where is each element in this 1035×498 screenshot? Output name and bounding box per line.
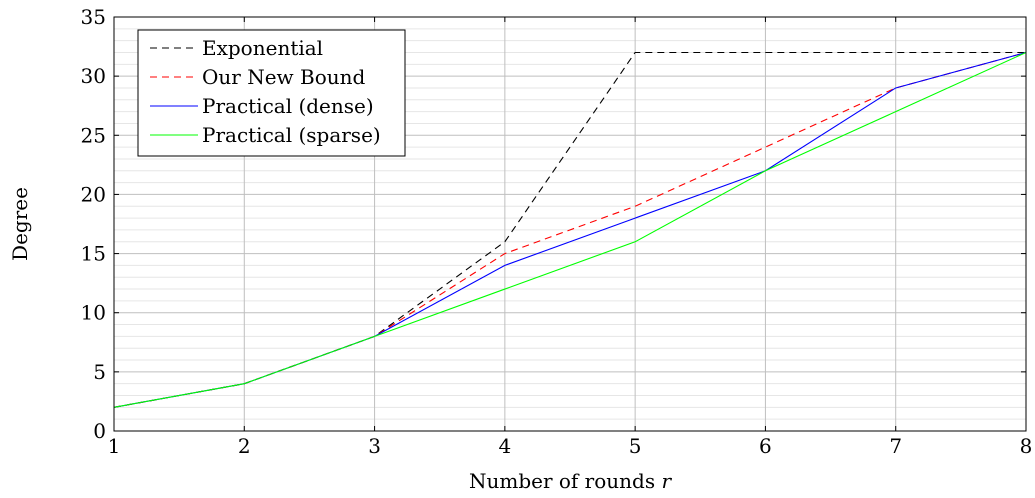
legend-label: Our New Bound: [202, 65, 366, 89]
x-tick-label: 4: [498, 434, 511, 458]
x-tick-label: 3: [368, 434, 381, 458]
y-tick-label: 30: [81, 64, 106, 88]
series-lines: [113, 51, 1027, 408]
x-tick-label: 1: [108, 434, 121, 458]
x-tick-label: 8: [1020, 434, 1033, 458]
series-line-2: [113, 51, 1027, 408]
y-tick-label: 25: [81, 123, 106, 147]
axis-ticks: 1 2 3 4 5 6 7 8 0 5 10 15 20 25 30 35: [81, 5, 1033, 458]
y-axis-label: Degree: [8, 187, 32, 261]
legend-label: Practical (sparse): [202, 123, 381, 147]
y-tick-label: 20: [81, 182, 106, 206]
x-tick-label: 2: [238, 434, 251, 458]
y-tick-label: 35: [81, 5, 106, 29]
y-tick-label: 10: [81, 301, 106, 325]
y-tick-label: 0: [93, 419, 106, 443]
legend: Exponential Our New Bound Practical (dense…: [137, 29, 406, 157]
x-tick-label: 5: [629, 434, 642, 458]
plot-frame: [113, 16, 1027, 432]
x-tick-label: 7: [889, 434, 902, 458]
series-line-1: [113, 51, 1026, 408]
x-tick-label: 6: [759, 434, 772, 458]
y-tick-label: 15: [81, 242, 106, 266]
legend-label: Practical (dense): [202, 94, 374, 118]
legend-label: Exponential: [202, 36, 323, 60]
y-tick-label: 5: [93, 360, 106, 384]
series-line-4: [113, 51, 1027, 408]
x-axis-label: Number of rounds r: [469, 469, 673, 493]
